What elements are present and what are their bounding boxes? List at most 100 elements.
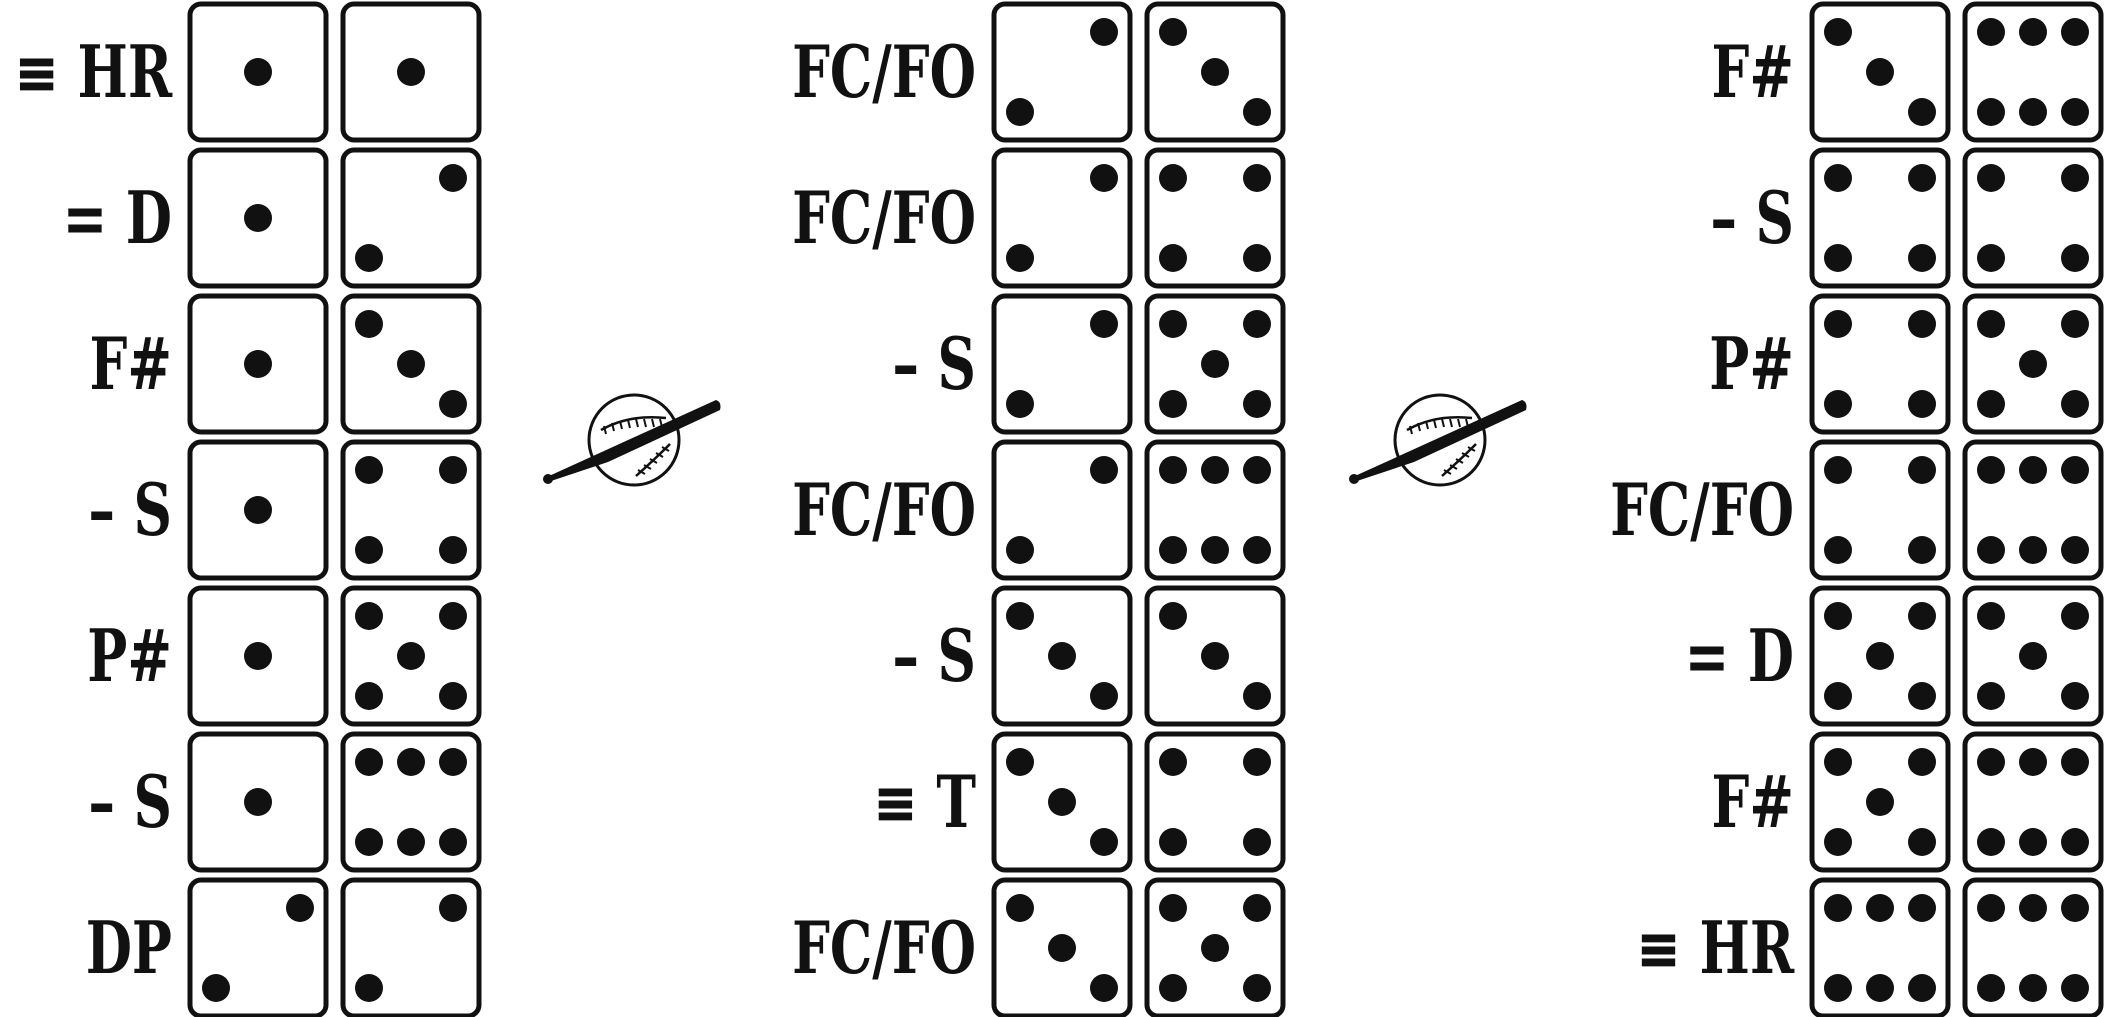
die-pip	[1090, 682, 1118, 710]
die-pip	[355, 310, 383, 338]
die-pip	[1824, 164, 1852, 192]
die-pip	[355, 456, 383, 484]
die-face-two	[187, 877, 329, 1017]
die-pip	[1824, 244, 1852, 272]
die-pip	[1159, 974, 1187, 1002]
result-row: DP	[86, 877, 482, 1017]
die-pip	[1824, 828, 1852, 856]
result-row: = D	[63, 147, 482, 289]
die-face-five	[1144, 293, 1286, 435]
result-row: P#	[87, 585, 482, 727]
die-face-six	[1962, 877, 2104, 1017]
result-label: ≡ T	[873, 760, 976, 844]
die-face-four	[1809, 439, 1951, 581]
die-pip	[286, 894, 314, 922]
die-face-five	[340, 585, 482, 727]
die-pip	[1908, 456, 1936, 484]
die-pip	[1159, 602, 1187, 630]
die-pip	[1866, 642, 1894, 670]
result-row: FC/FO	[792, 877, 1286, 1017]
die-pip	[1866, 788, 1894, 816]
die-pip	[397, 350, 425, 378]
die-pip	[1977, 456, 2005, 484]
die-pip	[1159, 828, 1187, 856]
die-pip	[439, 536, 467, 564]
result-row: – S	[892, 293, 1286, 435]
die-pip	[1048, 934, 1076, 962]
die-pip	[1977, 244, 2005, 272]
die-pip	[1977, 974, 2005, 1002]
die-pip	[2019, 748, 2047, 776]
die-pip	[2061, 244, 2089, 272]
die-pip	[355, 244, 383, 272]
die-pip	[355, 602, 383, 630]
die-pip	[355, 682, 383, 710]
die-pip	[397, 748, 425, 776]
result-row: FC/FO	[792, 1, 1286, 143]
die-pip	[2061, 748, 2089, 776]
die-pip	[1201, 456, 1229, 484]
die-face-six	[340, 731, 482, 873]
die-face-one	[187, 293, 329, 435]
die-face-six	[1962, 439, 2104, 581]
die-pip	[1908, 682, 1936, 710]
die-pip	[1908, 98, 1936, 126]
die-face-five	[1809, 731, 1951, 873]
die-pip	[1824, 390, 1852, 418]
die-face-two	[991, 293, 1133, 435]
die-pip	[1243, 894, 1271, 922]
result-column: FC/FO FC/FO – S FC/FO – S ≡ T FC/FO	[792, 1, 1286, 1017]
die-pip	[1006, 894, 1034, 922]
result-row: F#	[1712, 731, 2104, 873]
die-pip	[1006, 98, 1034, 126]
die-pip	[1824, 310, 1852, 338]
die-pip	[2061, 894, 2089, 922]
die-pip	[2061, 974, 2089, 1002]
die-pip	[1201, 934, 1229, 962]
die-pip	[2019, 894, 2047, 922]
die-pip	[1243, 974, 1271, 1002]
die-pip	[1824, 894, 1852, 922]
die-pip	[1908, 602, 1936, 630]
die-pip	[1090, 974, 1118, 1002]
die-face-one	[187, 439, 329, 581]
die-pip	[1048, 642, 1076, 670]
result-label: – S	[1710, 176, 1794, 260]
result-row: F#	[90, 293, 482, 435]
result-label: FC/FO	[792, 176, 976, 260]
die-pip	[1159, 164, 1187, 192]
die-pip	[1243, 244, 1271, 272]
result-row: – S	[1710, 147, 2104, 289]
die-pip	[1243, 748, 1271, 776]
die-pip	[439, 602, 467, 630]
die-pip	[439, 682, 467, 710]
die-pip	[355, 536, 383, 564]
result-row: ≡ HR	[14, 1, 482, 143]
result-label: – S	[892, 614, 976, 698]
die-pip	[2019, 456, 2047, 484]
die-face-one	[187, 1, 329, 143]
result-label: ≡ HR	[14, 30, 172, 114]
result-label: P#	[1709, 322, 1794, 406]
result-column: F# – S P# FC/FO = D F# ≡ HR	[1610, 1, 2104, 1017]
die-face-one	[187, 147, 329, 289]
die-pip	[1048, 788, 1076, 816]
die-pip	[1090, 310, 1118, 338]
die-pip	[2019, 828, 2047, 856]
die-pip	[2019, 536, 2047, 564]
result-label: P#	[87, 614, 172, 698]
die-pip	[202, 974, 230, 1002]
die-pip	[1243, 98, 1271, 126]
result-row: P#	[1709, 293, 2104, 435]
die-pip	[2061, 682, 2089, 710]
die-pip	[1159, 18, 1187, 46]
die-pip	[1201, 536, 1229, 564]
die-pip	[1908, 894, 1936, 922]
die-pip	[1090, 164, 1118, 192]
die-pip	[1159, 894, 1187, 922]
baseball-bat-icon	[543, 393, 721, 487]
die-face-three	[340, 293, 482, 435]
die-pip	[1866, 58, 1894, 86]
die-pip	[1824, 682, 1852, 710]
result-row: FC/FO	[792, 147, 1286, 289]
